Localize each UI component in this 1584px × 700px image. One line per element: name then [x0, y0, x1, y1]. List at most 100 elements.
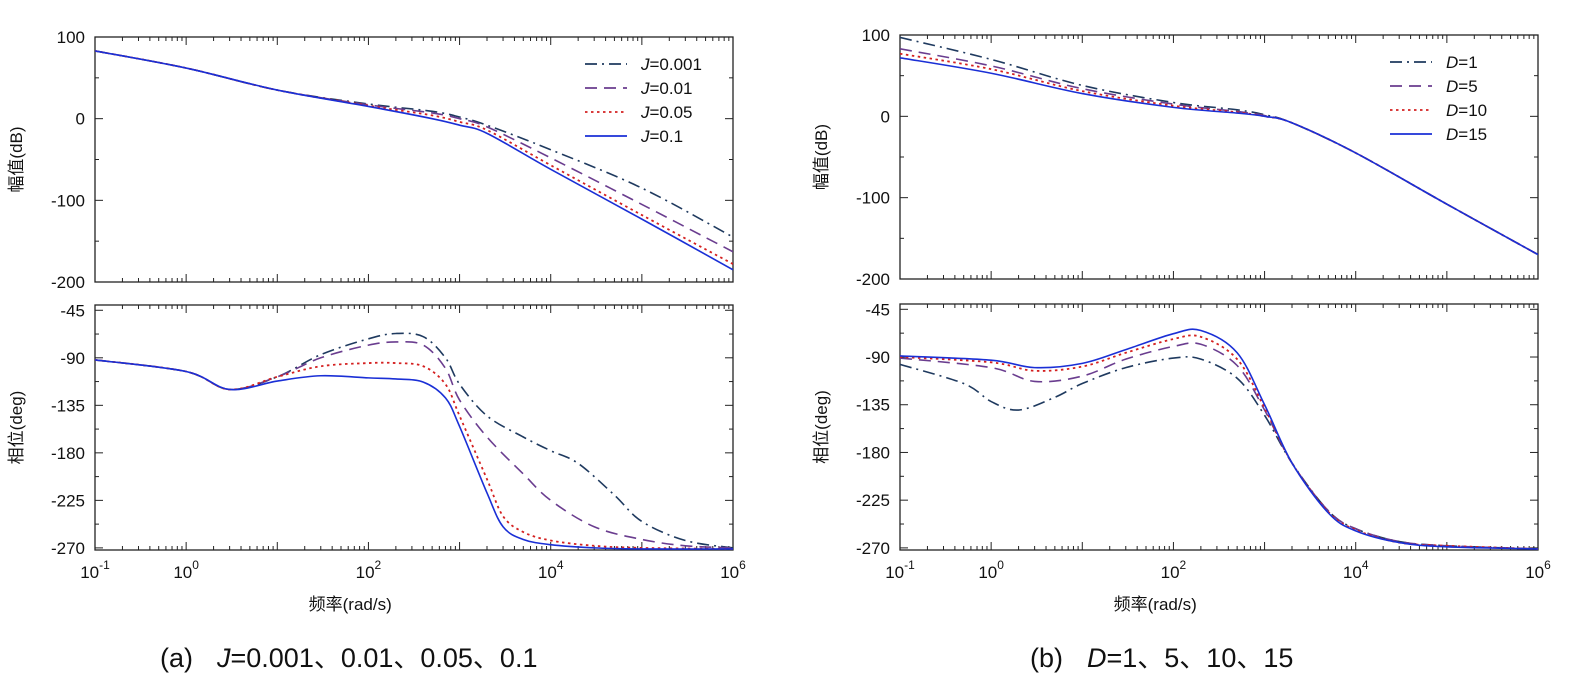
caption-var: J	[216, 643, 231, 673]
magnitude-series-line	[900, 52, 1538, 256]
x-tick-base: 10	[1525, 563, 1544, 582]
magnitude-series-line	[95, 50, 733, 253]
phase-panel-a: -45 -90 -135 -180 -225 -270 相位(deg)	[7, 301, 734, 558]
x-tick-exponent: -1	[99, 558, 110, 572]
legend-label: D=15	[1446, 125, 1487, 144]
magnitude-series-line	[95, 49, 733, 265]
legend-value: =1	[1458, 53, 1477, 72]
legend-value: =0.001	[650, 55, 702, 74]
x-tick-label: 104	[1343, 558, 1369, 582]
chart-b: 1000-100-200幅值(dB)D=1D=5D=10D=15-45-90-1…	[812, 26, 1551, 673]
magnitude-series-line	[900, 56, 1538, 256]
legend-value: =15	[1458, 125, 1487, 144]
legend-var: D	[1446, 77, 1458, 96]
caption-prefix: (b)	[1030, 643, 1063, 673]
y-tick-label: -135	[51, 396, 85, 415]
legend-label: J=0.01	[640, 79, 693, 98]
caption-values: =1、5、10、15	[1107, 643, 1294, 673]
x-tick-label: 106	[720, 558, 746, 582]
phase-series-line	[95, 359, 733, 550]
x-tick-base: 10	[173, 563, 192, 582]
phase-series-line	[900, 356, 1538, 550]
magnitude-y-axis-label: 幅值(dB)	[7, 126, 26, 192]
phase-series-line	[900, 342, 1538, 550]
legend-value: =10	[1458, 101, 1487, 120]
x-tick-label: 104	[538, 558, 564, 582]
phase-series-line	[95, 359, 733, 550]
legend-label: D=1	[1446, 53, 1478, 72]
x-tick-label: 10-1	[885, 558, 915, 582]
plot-frame	[899, 34, 1539, 280]
phase-series-line	[900, 328, 1538, 550]
x-tick-base: 10	[1161, 563, 1180, 582]
magnitude-panel-a: 1000-100-200幅值(dB)J=0.001J=0.01J=0.05J=0…	[7, 28, 734, 292]
figure-caption: (b) D=1、5、10、15	[1030, 643, 1293, 673]
y-tick-label: 0	[881, 107, 890, 126]
y-tick-label: -135	[856, 396, 890, 415]
x-tick-exponent: 2	[1180, 558, 1187, 572]
x-tick-exponent: 4	[1362, 558, 1369, 572]
phase-series-line	[95, 332, 733, 549]
phase-y-axis-label: 相位(deg)	[812, 390, 831, 464]
plot-frame	[899, 303, 1539, 551]
x-tick-base: 10	[1343, 563, 1362, 582]
legend-var: D	[1446, 125, 1458, 144]
y-tick-label: -270	[51, 539, 85, 558]
caption-var: D	[1087, 643, 1107, 673]
x-tick-exponent: 4	[557, 558, 564, 572]
x-tick-exponent: -1	[904, 558, 915, 572]
legend-value: =0.01	[650, 79, 693, 98]
legend-var: D	[1446, 101, 1458, 120]
phase-series-line	[900, 334, 1538, 550]
magnitude-y-axis-label: 幅值(dB)	[812, 124, 831, 190]
y-tick-label: 100	[57, 28, 85, 47]
legend-value: =0.05	[650, 103, 693, 122]
y-tick-label: -180	[51, 444, 85, 463]
y-tick-label: -90	[865, 348, 890, 367]
caption-prefix: (a)	[160, 643, 193, 673]
y-tick-label: -90	[60, 349, 85, 368]
y-tick-label: 100	[862, 26, 890, 45]
x-tick-base: 10	[978, 563, 997, 582]
y-tick-label: -45	[60, 301, 85, 320]
x-axis-label: 频率(rad/s)	[309, 595, 392, 614]
x-tick-label: 102	[1161, 558, 1187, 582]
y-tick-label: -100	[51, 191, 85, 210]
y-tick-label: -100	[856, 189, 890, 208]
legend-label: D=10	[1446, 101, 1487, 120]
phase-y-axis-label: 相位(deg)	[7, 391, 26, 465]
caption-values: =0.001、0.01、0.05、0.1	[231, 643, 538, 673]
x-tick-base: 10	[356, 563, 375, 582]
figure-caption: (a) J=0.001、0.01、0.05、0.1	[160, 643, 537, 673]
chart-a: 1000-100-200幅值(dB)J=0.001J=0.01J=0.05J=0…	[7, 28, 746, 673]
x-tick-exponent: 0	[997, 558, 1004, 572]
legend-value: =0.1	[650, 127, 684, 146]
y-tick-label: -200	[51, 273, 85, 292]
y-tick-label: -225	[856, 491, 890, 510]
magnitude-series-line	[900, 48, 1538, 256]
plot-frame	[94, 36, 734, 283]
legend: D=1D=5D=10D=15	[1390, 53, 1487, 144]
legend-label: J=0.1	[640, 127, 683, 146]
y-tick-label: -200	[856, 270, 890, 289]
legend-var: J	[640, 127, 650, 146]
y-tick-label: -45	[865, 300, 890, 319]
plot-frame	[94, 304, 734, 551]
phase-panel-b: -45 -90 -135 -180 -225 -270 相位(deg)	[812, 300, 1539, 558]
x-tick-base: 10	[80, 563, 99, 582]
x-tick-label: 10-1	[80, 558, 110, 582]
legend-label: J=0.001	[640, 55, 702, 74]
x-tick-label: 100	[978, 558, 1004, 582]
x-tick-base: 10	[538, 563, 557, 582]
legend-var: D	[1446, 53, 1458, 72]
y-tick-label: 0	[76, 110, 85, 129]
x-tick-exponent: 2	[375, 558, 382, 572]
x-tick-label: 106	[1525, 558, 1551, 582]
legend-value: =5	[1458, 77, 1477, 96]
x-tick-base: 10	[885, 563, 904, 582]
legend-var: J	[640, 55, 650, 74]
legend-label: D=5	[1446, 77, 1478, 96]
